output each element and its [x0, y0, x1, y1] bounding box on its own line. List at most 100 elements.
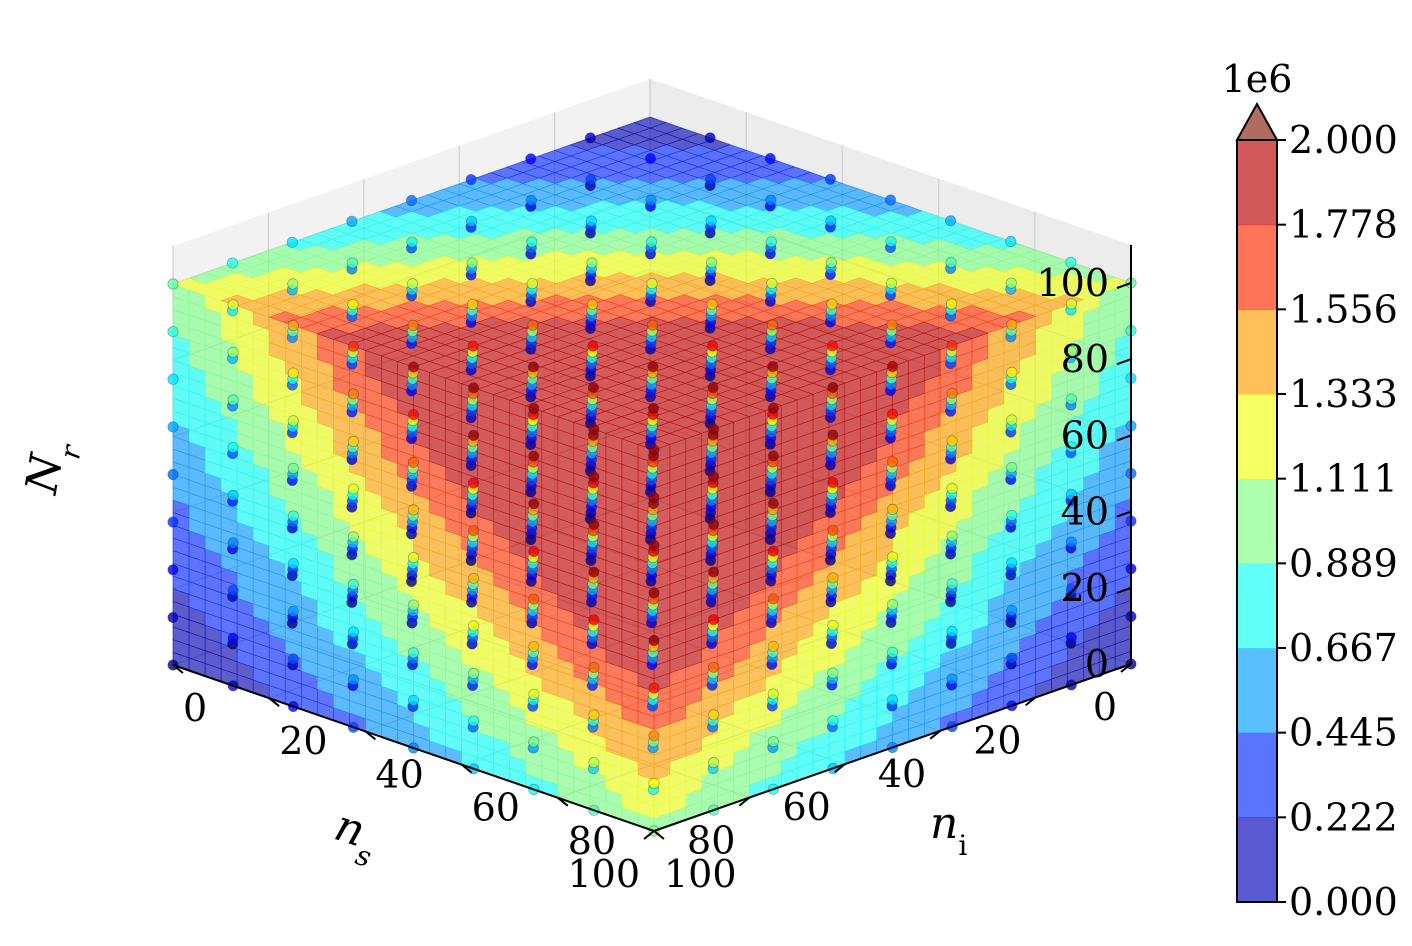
ns-axis-subscript: s	[352, 838, 376, 874]
colorbar-tick-label: 1.778	[1289, 203, 1398, 247]
data-point	[347, 298, 359, 311]
data-point	[1005, 235, 1017, 248]
data-point	[1005, 277, 1017, 289]
data-point	[886, 360, 899, 373]
data-point	[227, 584, 239, 597]
z-tick-label: 40	[1061, 490, 1109, 534]
data-point	[1065, 536, 1078, 548]
data-point	[1065, 631, 1078, 643]
data-point	[407, 456, 420, 468]
data-point	[227, 346, 239, 358]
data-point	[825, 256, 838, 269]
data-point	[528, 736, 540, 748]
data-point	[347, 578, 359, 591]
data-point	[648, 491, 660, 504]
colorbar-segment	[1237, 140, 1277, 226]
data-point	[588, 566, 600, 578]
data-point	[946, 387, 958, 399]
data-point	[648, 777, 660, 790]
ns-tick-label: 40	[878, 752, 926, 796]
data-point	[407, 504, 420, 516]
data-point	[465, 174, 477, 186]
z-tick-label: 60	[1061, 413, 1109, 457]
colorbar-segment	[1237, 563, 1277, 649]
data-point	[467, 429, 480, 441]
contour-slices	[172, 116, 1132, 832]
data-point	[347, 531, 359, 543]
data-point	[584, 132, 597, 144]
data-point	[707, 471, 720, 483]
data-point	[287, 367, 299, 379]
data-point	[647, 402, 660, 414]
data-point	[648, 634, 660, 647]
ni-tick-label: 80	[568, 819, 616, 863]
colorbar-tick-label: 0.667	[1289, 626, 1398, 670]
data-point	[1006, 461, 1018, 474]
data-point	[705, 215, 717, 227]
data-point	[527, 319, 539, 331]
data-point	[467, 382, 480, 394]
data-point	[407, 408, 420, 421]
data-point	[227, 299, 239, 311]
ns-tick-label: 0	[1093, 685, 1117, 729]
ni-axis-label: ni	[930, 798, 967, 862]
data-point	[586, 257, 598, 269]
data-point	[885, 277, 898, 289]
data-point	[704, 132, 716, 144]
data-point	[765, 194, 777, 206]
colorbar-segment	[1237, 478, 1277, 564]
z-axis-subscript: r	[53, 441, 88, 462]
data-point	[347, 388, 359, 400]
data-point	[704, 173, 717, 185]
data-point	[1006, 604, 1018, 617]
data-point	[827, 667, 839, 679]
data-point	[886, 551, 899, 563]
colorbar-segment	[1237, 224, 1277, 310]
data-point	[707, 613, 720, 626]
colorbar-segment	[1237, 732, 1277, 818]
data-point	[467, 715, 480, 727]
data-point	[347, 626, 359, 638]
data-point	[946, 339, 958, 352]
data-point	[707, 518, 720, 531]
data-point	[347, 483, 359, 495]
data-point	[767, 402, 779, 414]
data-point	[407, 551, 420, 564]
z-tick-label: 0	[1085, 642, 1109, 686]
data-point	[946, 435, 958, 447]
ni-axis-subscript: i	[958, 829, 967, 862]
ni-tick-label: 40	[375, 752, 423, 796]
colorbar-tick-label: 0.222	[1289, 795, 1398, 839]
data-point	[167, 564, 179, 576]
data-point	[227, 394, 239, 406]
data-point	[466, 298, 479, 311]
ni-tick-label: 20	[279, 719, 327, 763]
data-point	[648, 539, 660, 551]
data-point	[466, 257, 478, 269]
data-point	[528, 450, 540, 462]
ns-tick-label: 60	[782, 785, 830, 829]
data-point	[884, 194, 897, 206]
data-point	[826, 340, 839, 352]
data-point	[585, 173, 597, 186]
data-point	[827, 572, 839, 584]
data-point	[648, 682, 660, 694]
colorbar-tick-label: 1.333	[1289, 372, 1398, 416]
data-point	[588, 709, 600, 721]
data-point	[586, 298, 599, 310]
data-point	[706, 340, 719, 352]
data-point	[648, 587, 660, 599]
data-point	[766, 319, 778, 331]
data-point	[588, 614, 600, 626]
data-point	[1006, 652, 1018, 664]
data-point	[407, 319, 419, 331]
data-point	[347, 340, 359, 352]
data-point	[287, 415, 299, 427]
data-point	[286, 236, 298, 248]
data-point	[167, 278, 179, 290]
z-axis-label: Nr	[16, 436, 88, 501]
data-point	[467, 524, 480, 537]
data-point	[886, 408, 899, 420]
colorbar-tick-label: 0.889	[1289, 541, 1398, 585]
